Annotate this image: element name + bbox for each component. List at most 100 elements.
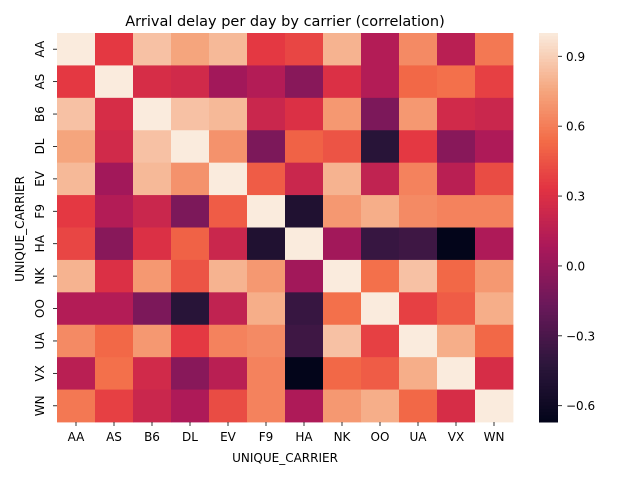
colorbar-segment [539, 321, 558, 326]
colorbar-segment [539, 347, 558, 352]
heatmap-cell-f9-ua [399, 195, 438, 228]
heatmap-cell-ha-nk [323, 227, 362, 261]
colorbar-segment [539, 418, 558, 423]
heatmap-cell-ua-nk [323, 324, 362, 358]
heatmap-cell-oo-dl [171, 292, 210, 326]
heatmap-cell-aa-vx [437, 33, 476, 66]
heatmap-cell-oo-vx [437, 292, 476, 326]
colorbar-segment [539, 292, 558, 297]
x-tick-label: EV [220, 430, 237, 444]
x-tick-label: UA [410, 430, 428, 444]
colorbar-segment [539, 84, 558, 89]
heatmap-cell-vx-vx [437, 357, 476, 390]
heatmap-cell-vx-b6 [133, 357, 172, 390]
heatmap-cell-as-oo [361, 65, 400, 99]
x-tick-label: VX [448, 430, 464, 444]
heatmap-cell-ev-oo [361, 162, 400, 196]
colorbar-tick-label: 0.0 [566, 259, 585, 273]
heatmap-cell-oo-b6 [133, 292, 172, 326]
heatmap-cell-wn-vx [437, 389, 476, 423]
heatmap-cell-f9-b6 [133, 195, 172, 228]
heatmap-cell-ev-nk [323, 162, 362, 196]
heatmap-cell-f9-as [95, 195, 134, 228]
x-tick-label: OO [371, 430, 390, 444]
colorbar-segment [539, 269, 558, 274]
colorbar-segment [539, 75, 558, 79]
colorbar-segment [539, 33, 558, 37]
heatmap-cell-ha-ua [399, 227, 438, 261]
heatmap-cell-ha-ev [209, 227, 248, 261]
colorbar-segment [539, 39, 558, 44]
y-tick-label: F9 [33, 204, 47, 219]
heatmap-cell-ua-oo [361, 324, 400, 358]
heatmap-cell-aa-b6 [133, 33, 172, 66]
colorbar-segment [539, 91, 558, 96]
colorbar-segment [539, 379, 558, 384]
colorbar: −0.6 −0.3 0.0 0.3 0.6 0.9 [539, 33, 595, 423]
heatmap-cell-vx-oo [361, 357, 400, 390]
heatmap-cell-vx-f9 [247, 357, 286, 390]
y-axis-ticks: AA AS B6 DL EV F9 HA NK OO UA VX WN [33, 40, 57, 416]
heatmap-cell-wn-ua [399, 389, 438, 423]
colorbar-segment [539, 120, 558, 125]
heatmap-cell-dl-aa [57, 130, 96, 164]
y-tick-label: UA [33, 332, 47, 350]
heatmap-cell-aa-oo [361, 33, 400, 66]
colorbar-tick-label: −0.3 [566, 329, 595, 343]
colorbar-segment [539, 68, 558, 73]
heatmap-cell-nk-dl [171, 259, 210, 293]
heatmap-cell-ha-oo [361, 227, 400, 261]
heatmap-cell-dl-vx [437, 130, 476, 164]
heatmap-cell-dl-f9 [247, 130, 286, 164]
heatmap-cell-vx-ua [399, 357, 438, 390]
colorbar-segment [539, 282, 558, 287]
heatmap-cell-ua-f9 [247, 324, 286, 358]
colorbar-segment [539, 172, 558, 177]
colorbar-segment [539, 405, 558, 410]
heatmap-cell-ua-aa [57, 324, 96, 358]
colorbar-segment [539, 246, 558, 251]
colorbar-tick-label: 0.9 [566, 50, 585, 64]
colorbar-segment [539, 55, 558, 60]
colorbar-segment [539, 227, 558, 232]
heatmap-cell-b6-wn [475, 97, 514, 131]
colorbar-segment [539, 272, 558, 277]
heatmap-cell-ha-f9 [247, 227, 286, 261]
heatmap-cell-aa-f9 [247, 33, 286, 66]
colorbar-segment [539, 97, 558, 102]
colorbar-segment [539, 266, 558, 271]
heatmap-cell-b6-nk [323, 97, 362, 131]
heatmap-cell-b6-ua [399, 97, 438, 131]
x-tick-label: F9 [259, 430, 274, 444]
colorbar-segment [539, 366, 558, 371]
heatmap-cell-aa-wn [475, 33, 514, 66]
heatmap-cell-nk-f9 [247, 259, 286, 293]
colorbar-segment [539, 88, 558, 92]
heatmap-cell-wn-dl [171, 389, 210, 423]
heatmap-cell-b6-dl [171, 97, 210, 131]
colorbar-segment [539, 334, 558, 339]
colorbar-segment [539, 289, 558, 293]
colorbar-segment [539, 127, 558, 131]
heatmap-cell-ev-as [95, 162, 134, 196]
colorbar-segment [539, 276, 558, 280]
heatmap-cell-ha-wn [475, 227, 514, 261]
heatmap-cell-as-nk [323, 65, 362, 99]
heatmap-cell-as-as [95, 65, 134, 99]
heatmap-cell-ev-dl [171, 162, 210, 196]
colorbar-segment [539, 146, 558, 151]
x-tick-label: B6 [144, 430, 160, 444]
colorbar-segment [539, 101, 558, 105]
colorbar-segment [539, 402, 558, 407]
heatmap-cell-ev-ev [209, 162, 248, 196]
heatmap-cell-aa-dl [171, 33, 210, 66]
colorbar-segment [539, 350, 558, 355]
colorbar-segment [539, 279, 558, 284]
heatmap-cell-b6-oo [361, 97, 400, 131]
colorbar-segment [539, 130, 558, 134]
heatmap-cell-f9-oo [361, 195, 400, 228]
colorbar-segment [539, 169, 558, 173]
heatmap-cell-ev-f9 [247, 162, 286, 196]
y-tick-label: HA [33, 234, 47, 252]
